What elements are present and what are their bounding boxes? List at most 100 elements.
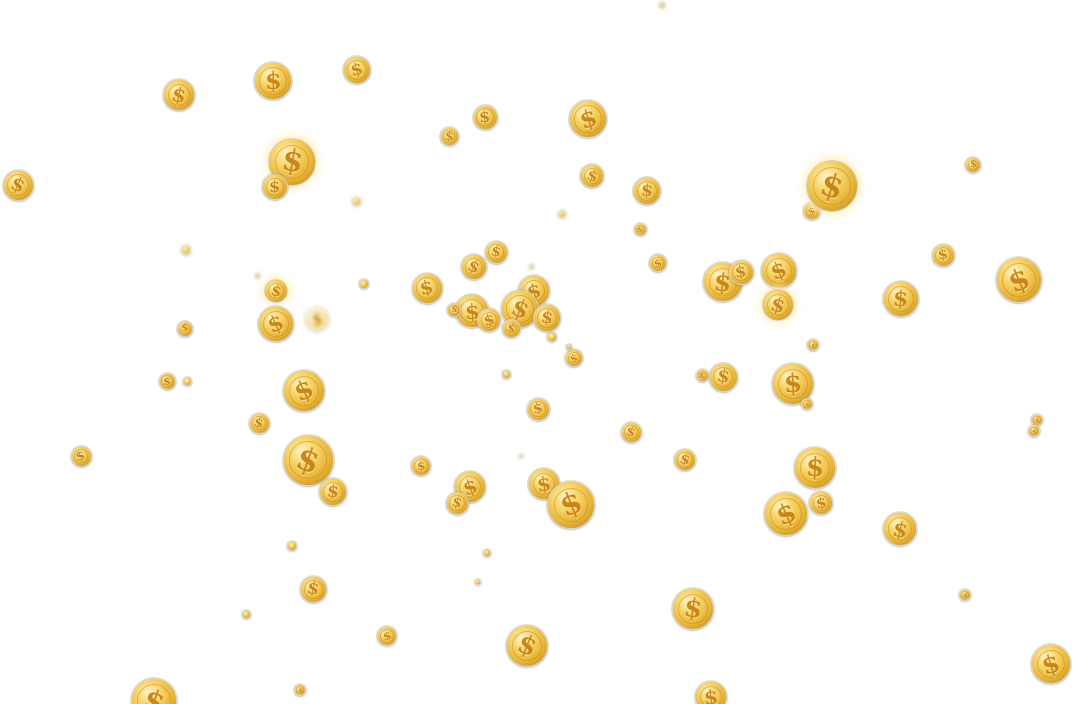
gold-dollar-coin (659, 2, 665, 8)
dollar-sign-icon: $ (568, 350, 580, 366)
dollar-sign-icon: $ (767, 256, 791, 286)
gold-dollar-coin: $ (319, 478, 347, 506)
dollar-sign-icon: $ (326, 480, 340, 503)
dollar-sign-icon: $ (504, 319, 518, 337)
gold-dollar-coin: $ (761, 253, 797, 289)
dollar-sign-icon: $ (163, 374, 171, 388)
gold-dollar-coin: $ (1031, 644, 1071, 684)
gold-dollar-coin: $ (580, 164, 604, 188)
gold-dollar-coin: $ (883, 281, 919, 317)
dollar-sign-icon: $ (263, 309, 289, 339)
dollar-sign-icon: $ (771, 496, 801, 532)
gold-dollar-coin: $ (439, 126, 459, 146)
dollar-sign-icon: $ (969, 158, 977, 171)
gold-dollar-coin: $ (762, 289, 794, 321)
gold-dollar-coin: $ (254, 62, 292, 100)
gold-dollar-coin: $ (565, 349, 583, 367)
dollar-sign-icon: $ (640, 179, 654, 202)
gold-dollar-coin: $ (809, 491, 833, 515)
gold-dollar-coin: $ (177, 321, 193, 337)
gold-dollar-coin: $ (2, 169, 34, 201)
dollar-sign-icon: $ (291, 438, 325, 482)
gold-dollar-coin: $ (248, 412, 270, 434)
gold-dollar-coin: $ (343, 56, 371, 84)
gold-dollar-coin: $ (807, 339, 819, 351)
gold-dollar-coin: $ (506, 625, 548, 667)
dollar-sign-icon: $ (962, 590, 968, 600)
gold-dollar-coin (501, 369, 511, 379)
gold-dollar-coin: $ (695, 368, 709, 382)
gold-dollar-coin (351, 196, 361, 206)
dollar-sign-icon: $ (478, 106, 492, 127)
dollar-sign-icon: $ (936, 246, 950, 264)
gold-dollar-coin: $ (965, 157, 981, 173)
dollar-sign-icon: $ (297, 685, 303, 695)
dollar-sign-icon: $ (584, 165, 601, 186)
gold-dollar-coin: $ (764, 492, 808, 536)
dollar-sign-icon: $ (305, 577, 321, 600)
gold-dollar-coin: $ (695, 681, 727, 704)
gold-dollar-coin: $ (294, 684, 306, 696)
gold-dollar-coin: $ (447, 303, 461, 317)
gold-dollar-coin: $ (264, 279, 288, 303)
gold-dollar-coin (287, 541, 297, 551)
dollar-sign-icon: $ (803, 399, 811, 409)
gold-dollar-coin: $ (547, 481, 595, 529)
dollar-sign-icon: $ (1038, 647, 1064, 681)
dollar-sign-icon: $ (415, 458, 426, 474)
dollar-sign-icon: $ (348, 58, 366, 81)
gold-dollar-coin: $ (806, 160, 858, 212)
dollar-sign-icon: $ (702, 684, 720, 704)
gold-dollar-coin: $ (501, 318, 521, 338)
gold-dollar-coin: $ (996, 257, 1042, 303)
dollar-sign-icon: $ (697, 369, 707, 381)
dollar-sign-icon: $ (767, 291, 788, 319)
gold-dollar-coin: $ (533, 304, 561, 332)
gold-dollar-coin: $ (801, 398, 813, 410)
dollar-sign-icon: $ (809, 340, 817, 350)
gold-dollar-coin: $ (484, 240, 508, 264)
dollar-sign-icon: $ (892, 285, 910, 313)
gold-dollar-coin: $ (377, 626, 397, 646)
gold-dollar-coin (182, 376, 192, 386)
dollar-sign-icon: $ (181, 323, 189, 334)
gold-dollar-coin: $ (262, 174, 288, 200)
gold-dollar-coin (528, 263, 534, 269)
dollar-sign-icon: $ (465, 255, 484, 278)
dollar-sign-icon: $ (539, 306, 555, 329)
dollar-sign-icon: $ (624, 423, 638, 441)
dollar-sign-icon: $ (7, 171, 29, 198)
gold-dollar-coin: $ (959, 589, 971, 601)
dollar-sign-icon: $ (489, 243, 503, 261)
gold-dollar-coin: $ (158, 372, 176, 390)
dollar-sign-icon: $ (805, 452, 825, 484)
dollar-sign-icon: $ (264, 65, 282, 96)
gold-dollar-coin: $ (633, 222, 647, 236)
gold-dollar-coin: $ (131, 678, 177, 704)
gold-dollar-coin: $ (305, 307, 329, 331)
gold-dollar-coin: $ (472, 104, 498, 130)
gold-dollar-coin (254, 272, 260, 278)
dollar-sign-icon: $ (278, 142, 306, 181)
gold-dollar-coin: $ (931, 243, 955, 267)
dollar-sign-icon: $ (449, 493, 465, 513)
dollar-sign-icon: $ (636, 223, 644, 235)
dollar-sign-icon: $ (268, 176, 282, 197)
gold-dollar-coin (475, 579, 481, 585)
gold-dollar-coin (181, 245, 191, 255)
gold-dollar-coin: $ (445, 491, 469, 515)
gold-dollar-coin: $ (411, 272, 443, 304)
dollar-sign-icon: $ (268, 280, 284, 301)
dollar-sign-icon: $ (814, 492, 828, 513)
dollar-sign-icon: $ (734, 261, 748, 282)
dollar-sign-icon: $ (890, 515, 910, 543)
gold-dollar-coin: $ (649, 254, 667, 272)
gold-dollar-coin (566, 344, 572, 350)
gold-dollar-coin: $ (283, 370, 325, 412)
gold-dollar-coin: $ (411, 456, 431, 476)
dollar-sign-icon: $ (681, 592, 705, 626)
dollar-sign-icon: $ (381, 628, 393, 644)
dollar-sign-icon: $ (289, 373, 319, 409)
gold-dollar-coin: $ (633, 177, 661, 205)
dollar-sign-icon: $ (450, 304, 458, 315)
